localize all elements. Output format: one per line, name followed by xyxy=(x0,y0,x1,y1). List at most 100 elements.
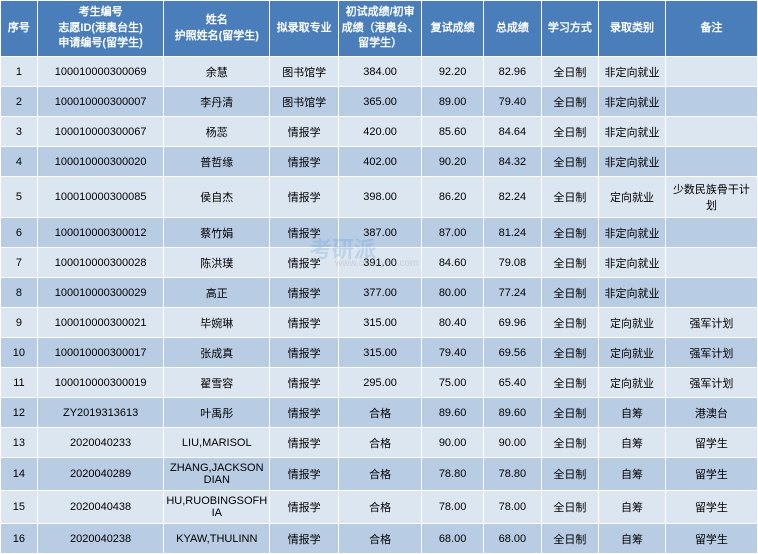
cell-score1: 295.00 xyxy=(339,368,422,398)
cell-admit: 定向就业 xyxy=(599,338,666,368)
cell-score1: 384.00 xyxy=(339,57,422,87)
table-row: 7100010000300028陈洪璞情报学391.0084.6079.08全日… xyxy=(1,248,758,278)
cell-total: 82.24 xyxy=(484,177,542,218)
cell-admit: 非定向就业 xyxy=(599,147,666,177)
cell-score2: 78.00 xyxy=(422,491,484,524)
cell-study: 全日制 xyxy=(541,147,599,177)
cell-major: 情报学 xyxy=(270,398,339,428)
cell-remark: 强军计划 xyxy=(665,338,757,368)
cell-remark xyxy=(665,57,757,87)
cell-study: 全日制 xyxy=(541,57,599,87)
cell-id: 100010000300021 xyxy=(37,308,164,338)
cell-id: 100010000300019 xyxy=(37,368,164,398)
cell-seq: 4 xyxy=(1,147,38,177)
cell-total: 69.96 xyxy=(484,308,542,338)
cell-total: 65.40 xyxy=(484,368,542,398)
cell-major: 情报学 xyxy=(270,177,339,218)
cell-name: 高正 xyxy=(164,278,270,308)
cell-admit: 非定向就业 xyxy=(599,87,666,117)
cell-remark: 强军计划 xyxy=(665,308,757,338)
cell-score1: 420.00 xyxy=(339,117,422,147)
cell-major: 图书馆学 xyxy=(270,87,339,117)
header-name: 姓名护照姓名(留学生) xyxy=(164,1,270,57)
cell-seq: 15 xyxy=(1,491,38,524)
cell-id: 2020040233 xyxy=(37,428,164,458)
cell-score1: 合格 xyxy=(339,428,422,458)
cell-admit: 定向就业 xyxy=(599,308,666,338)
cell-score2: 84.60 xyxy=(422,248,484,278)
cell-major: 情报学 xyxy=(270,524,339,554)
cell-id: 100010000300069 xyxy=(37,57,164,87)
cell-study: 全日制 xyxy=(541,87,599,117)
cell-score2: 90.00 xyxy=(422,428,484,458)
table-row: 152020040438HU,RUOBINGSOFHIA情报学合格78.0078… xyxy=(1,491,758,524)
cell-total: 81.24 xyxy=(484,218,542,248)
cell-total: 77.24 xyxy=(484,278,542,308)
cell-id: 100010000300029 xyxy=(37,278,164,308)
cell-score2: 90.20 xyxy=(422,147,484,177)
cell-remark: 留学生 xyxy=(665,428,757,458)
table-row: 3100010000300067杨蕊情报学420.0085.6084.64全日制… xyxy=(1,117,758,147)
cell-major: 情报学 xyxy=(270,458,339,491)
cell-major: 情报学 xyxy=(270,338,339,368)
header-major: 拟录取专业 xyxy=(270,1,339,57)
cell-seq: 3 xyxy=(1,117,38,147)
table-row: 8100010000300029高正情报学377.0080.0077.24全日制… xyxy=(1,278,758,308)
header-id: 考生编号志愿ID(港奥台生)申请编号(留学生) xyxy=(37,1,164,57)
cell-seq: 10 xyxy=(1,338,38,368)
cell-total: 82.96 xyxy=(484,57,542,87)
cell-total: 79.08 xyxy=(484,248,542,278)
cell-seq: 14 xyxy=(1,458,38,491)
cell-admit: 定向就业 xyxy=(599,368,666,398)
cell-id: 100010000300085 xyxy=(37,177,164,218)
cell-major: 情报学 xyxy=(270,491,339,524)
cell-seq: 9 xyxy=(1,308,38,338)
table-body: 1100010000300069余慧图书馆学384.0092.2082.96全日… xyxy=(1,57,758,554)
cell-study: 全日制 xyxy=(541,308,599,338)
cell-score1: 合格 xyxy=(339,524,422,554)
cell-seq: 8 xyxy=(1,278,38,308)
table-row: 9100010000300021毕婉琳情报学315.0080.4069.96全日… xyxy=(1,308,758,338)
cell-study: 全日制 xyxy=(541,248,599,278)
cell-major: 情报学 xyxy=(270,248,339,278)
cell-score2: 85.60 xyxy=(422,117,484,147)
table-row: 1100010000300069余慧图书馆学384.0092.2082.96全日… xyxy=(1,57,758,87)
cell-name: 李丹清 xyxy=(164,87,270,117)
cell-id: 100010000300007 xyxy=(37,87,164,117)
table-row: 142020040289ZHANG,JACKSONDIAN情报学合格78.807… xyxy=(1,458,758,491)
header-row: 序号 考生编号志愿ID(港奥台生)申请编号(留学生) 姓名护照姓名(留学生) 拟… xyxy=(1,1,758,57)
cell-study: 全日制 xyxy=(541,368,599,398)
cell-name: ZHANG,JACKSONDIAN xyxy=(164,458,270,491)
cell-major: 图书馆学 xyxy=(270,57,339,87)
cell-id: 100010000300012 xyxy=(37,218,164,248)
cell-major: 情报学 xyxy=(270,117,339,147)
cell-study: 全日制 xyxy=(541,491,599,524)
cell-score2: 89.00 xyxy=(422,87,484,117)
cell-remark: 少数民族骨干计划 xyxy=(665,177,757,218)
cell-id: 100010000300028 xyxy=(37,248,164,278)
cell-name: 余慧 xyxy=(164,57,270,87)
cell-score2: 92.20 xyxy=(422,57,484,87)
cell-name: 毕婉琳 xyxy=(164,308,270,338)
table-row: 132020040233LIU,MARISOL情报学合格90.0090.00全日… xyxy=(1,428,758,458)
cell-admit: 自筹 xyxy=(599,524,666,554)
cell-score1: 合格 xyxy=(339,398,422,428)
header-study: 学习方式 xyxy=(541,1,599,57)
cell-study: 全日制 xyxy=(541,428,599,458)
cell-seq: 13 xyxy=(1,428,38,458)
header-admit: 录取类别 xyxy=(599,1,666,57)
cell-major: 情报学 xyxy=(270,218,339,248)
cell-score1: 377.00 xyxy=(339,278,422,308)
admission-table: 序号 考生编号志愿ID(港奥台生)申请编号(留学生) 姓名护照姓名(留学生) 拟… xyxy=(0,0,758,554)
cell-major: 情报学 xyxy=(270,147,339,177)
cell-score1: 365.00 xyxy=(339,87,422,117)
cell-remark: 强军计划 xyxy=(665,368,757,398)
cell-score2: 87.00 xyxy=(422,218,484,248)
cell-remark xyxy=(665,87,757,117)
cell-major: 情报学 xyxy=(270,308,339,338)
table-row: 12ZY2019313613叶禹彤情报学合格89.6089.60全日制自筹港澳台 xyxy=(1,398,758,428)
cell-id: 100010000300020 xyxy=(37,147,164,177)
cell-seq: 11 xyxy=(1,368,38,398)
cell-remark xyxy=(665,218,757,248)
cell-name: 蔡竹娟 xyxy=(164,218,270,248)
